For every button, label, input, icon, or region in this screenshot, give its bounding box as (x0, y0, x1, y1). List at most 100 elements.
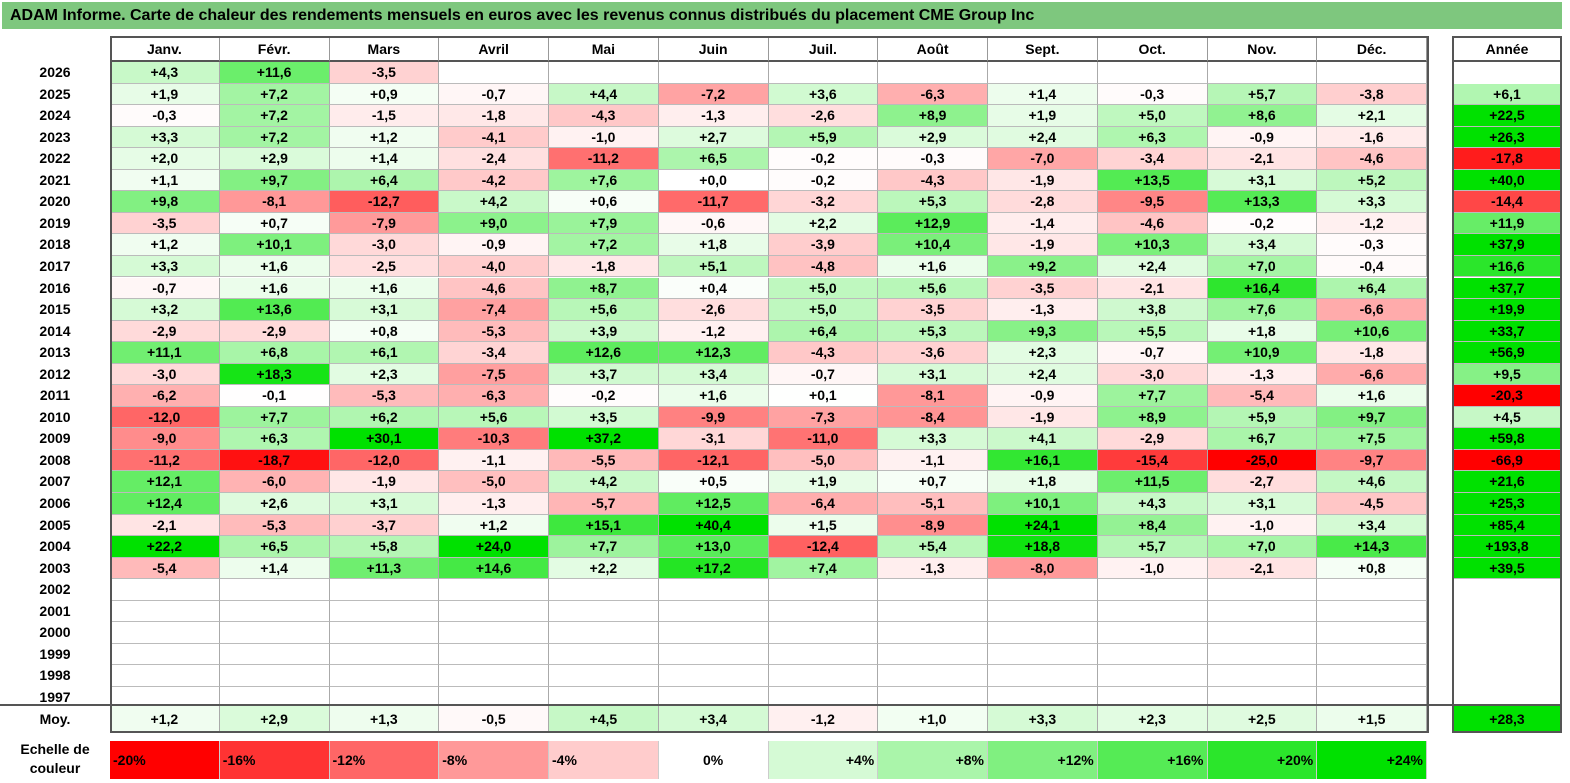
heatmap-cell: -7,4 (439, 299, 549, 321)
heatmap-cell: +1,9 (768, 471, 879, 493)
heatmap-cell: -0,3 (110, 105, 220, 127)
heatmap-cell (768, 62, 879, 84)
heatmap-cell: +7,0 (1207, 536, 1318, 558)
average-cell: +3,3 (988, 706, 1098, 732)
year-label: 2003 (39, 559, 71, 576)
heatmap-cell: +1,8 (658, 234, 769, 256)
heatmap-cell: +7,9 (549, 212, 659, 235)
heatmap-cell (878, 600, 988, 623)
heatmap-cell: -12,4 (768, 536, 879, 558)
heatmap-cell: +9,7 (219, 169, 330, 192)
month-header: Déc. (1317, 36, 1427, 62)
heatmap-cell (878, 579, 988, 601)
heatmap-cell: +7,6 (549, 169, 659, 192)
heatmap-cell: -3,5 (988, 277, 1098, 300)
annual-cell (1452, 665, 1562, 687)
heatmap-cell: +3,8 (1097, 299, 1208, 321)
heatmap-cell: +5,6 (549, 299, 659, 321)
heatmap-cell: +5,9 (1207, 406, 1318, 429)
heatmap-cell: -6,2 (110, 385, 220, 407)
heatmap-cell: +24,0 (439, 536, 549, 558)
heatmap-cell: -9,9 (658, 406, 769, 429)
month-header: Mai (549, 36, 659, 62)
heatmap-cell: +0,6 (549, 191, 659, 213)
heatmap-cell: +10,6 (1317, 320, 1427, 343)
heatmap-cell: -4,1 (439, 126, 549, 149)
heatmap-cell: -2,8 (988, 191, 1098, 213)
heatmap-cell (988, 62, 1098, 84)
heatmap-cell: -0,2 (1207, 212, 1318, 235)
heatmap-cell: -7,5 (439, 363, 549, 386)
heatmap-cell: +13,3 (1207, 191, 1318, 213)
heatmap-cell: +5,0 (768, 277, 879, 300)
heatmap-cell (1097, 643, 1208, 666)
heatmap-cell: -4,0 (439, 255, 549, 278)
heatmap-cell: +7,6 (1207, 299, 1318, 321)
year-label: 2007 (39, 473, 71, 490)
heatmap-cell: -0,2 (768, 169, 879, 192)
heatmap-cell: +7,7 (1097, 385, 1208, 407)
heatmap-cell (1317, 622, 1427, 644)
heatmap-cell: -1,3 (988, 299, 1098, 321)
color-scale-label: Echelle de couleur (20, 741, 90, 776)
heatmap-cell: +1,9 (988, 105, 1098, 127)
heatmap-cell: +3,3 (110, 255, 220, 278)
heatmap-cell: +1,6 (1317, 385, 1427, 407)
heatmap-cell (219, 622, 330, 644)
heatmap-cell: -5,5 (549, 449, 659, 472)
heatmap-cell: +7,2 (549, 234, 659, 256)
heatmap-cell: +4,3 (110, 62, 220, 84)
annual-cell: +11,9 (1452, 212, 1562, 235)
heatmap-cell (549, 622, 659, 644)
annual-cell: -66,9 (1452, 449, 1562, 472)
heatmap-cell: +4,3 (1097, 493, 1208, 515)
color-scale-step: -20% (110, 741, 220, 779)
heatmap-cell: +2,2 (549, 557, 659, 580)
heatmap-cell (329, 643, 440, 666)
heatmap-cell (549, 600, 659, 623)
heatmap-cell: +16,1 (988, 449, 1098, 472)
color-scale-step: -4% (549, 741, 659, 779)
heatmap-cell (329, 579, 440, 601)
heatmap-cell: +3,5 (549, 406, 659, 429)
heatmap-cell: +9,8 (110, 191, 220, 213)
annual-cell: -20,3 (1452, 385, 1562, 407)
heatmap-cell: -1,1 (878, 449, 988, 472)
average-cell: -1,2 (768, 706, 879, 732)
average-cell: +2,5 (1207, 706, 1318, 732)
heatmap-cell: +2,9 (878, 126, 988, 149)
heatmap-cell (988, 600, 1098, 623)
annual-cell: +6,1 (1452, 83, 1562, 106)
heatmap-cell: -4,3 (549, 105, 659, 127)
heatmap-cell: -8,1 (878, 385, 988, 407)
heatmap-cell: +5,0 (768, 299, 879, 321)
heatmap-cell: -4,8 (768, 255, 879, 278)
heatmap-cell: +6,8 (219, 342, 330, 364)
heatmap-cell (110, 643, 220, 666)
heatmap-cell: -1,4 (988, 212, 1098, 235)
heatmap-cell: -0,3 (1317, 234, 1427, 256)
year-label: 2011 (39, 387, 71, 404)
heatmap-cell: -0,7 (110, 277, 220, 300)
year-label: 2025 (39, 85, 71, 102)
heatmap-cell: +4,2 (549, 471, 659, 493)
month-header: Juil. (768, 36, 879, 62)
heatmap-cell: +7,7 (219, 406, 330, 429)
heatmap-cell (439, 600, 549, 623)
heatmap-cell (1097, 600, 1208, 623)
annual-cell (1452, 622, 1562, 644)
heatmap-cell (1317, 643, 1427, 666)
heatmap-cell (219, 665, 330, 687)
heatmap-cell: +5,3 (878, 191, 988, 213)
heatmap-cell: +5,4 (878, 536, 988, 558)
heatmap-cell: -7,3 (768, 406, 879, 429)
heatmap-cell: +6,3 (1097, 126, 1208, 149)
heatmap-cell: -8,4 (878, 406, 988, 429)
heatmap-cell: -3,5 (329, 62, 440, 84)
heatmap-cell: +9,3 (988, 320, 1098, 343)
average-cell: +2,3 (1097, 706, 1208, 732)
heatmap-cell: -1,9 (988, 406, 1098, 429)
heatmap-cell: +0,4 (658, 277, 769, 300)
heatmap-cell: -0,9 (988, 385, 1098, 407)
heatmap-cell: -2,1 (1207, 148, 1318, 170)
